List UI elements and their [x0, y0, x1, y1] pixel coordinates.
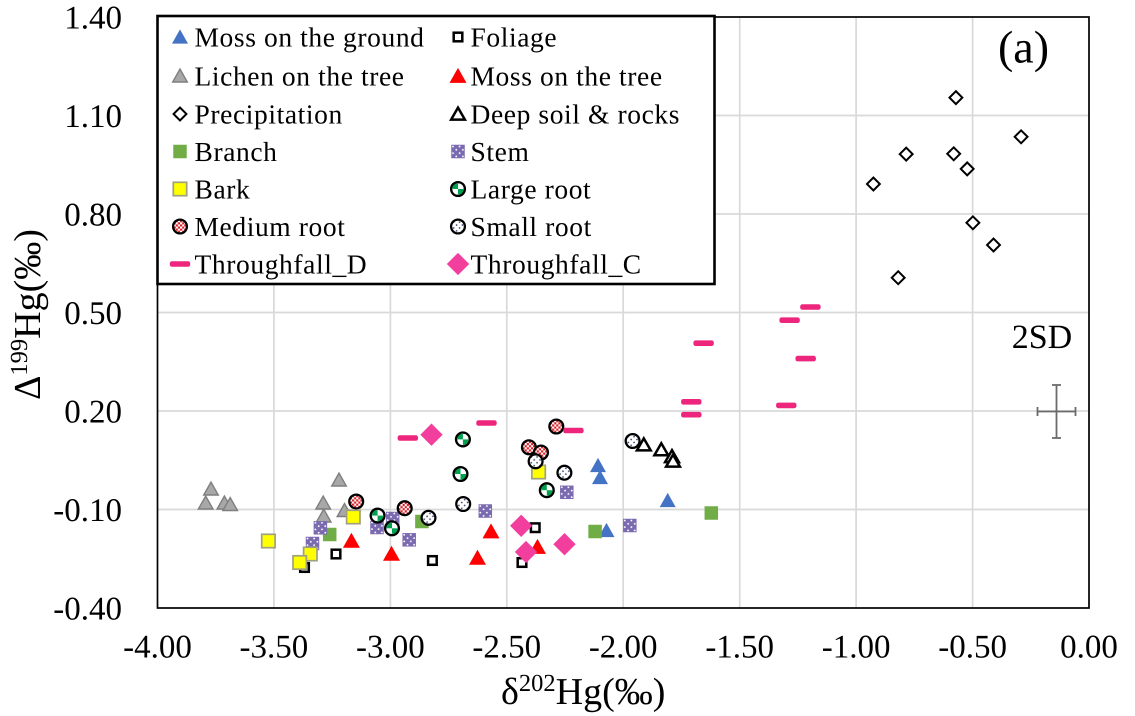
svg-text:-1.00: -1.00 [822, 630, 891, 666]
svg-text:Foliage: Foliage [471, 21, 558, 52]
svg-text:Bark: Bark [195, 173, 251, 204]
svg-text:Throughfall_D: Throughfall_D [195, 248, 368, 279]
svg-text:0.50: 0.50 [64, 296, 122, 332]
svg-text:-0.40: -0.40 [53, 592, 122, 628]
svg-text:Deep soil & rocks: Deep soil & rocks [471, 98, 681, 129]
svg-text:1.10: 1.10 [64, 99, 122, 135]
svg-text:2SD: 2SD [1012, 319, 1072, 356]
svg-text:Δ199Hg(‰): Δ199Hg(‰) [6, 229, 49, 400]
svg-text:-0.10: -0.10 [53, 493, 122, 529]
svg-text:Large root: Large root [471, 173, 592, 204]
svg-text:Moss on the tree: Moss on the tree [471, 60, 663, 91]
svg-text:Precipitation: Precipitation [195, 98, 343, 129]
svg-text:-3.00: -3.00 [356, 630, 425, 666]
svg-text:0.80: 0.80 [64, 198, 122, 234]
svg-text:Throughfall_C: Throughfall_C [471, 248, 642, 279]
svg-text:-3.50: -3.50 [240, 630, 309, 666]
svg-text:Moss on the ground: Moss on the ground [195, 21, 425, 52]
svg-text:-2.00: -2.00 [589, 630, 658, 666]
svg-text:1.40: 1.40 [64, 1, 122, 37]
svg-text:-1.50: -1.50 [705, 630, 774, 666]
svg-text:Medium root: Medium root [195, 211, 346, 242]
svg-text:(a): (a) [998, 22, 1049, 73]
svg-text:-2.50: -2.50 [472, 630, 541, 666]
svg-text:Stem: Stem [471, 136, 530, 167]
svg-text:-0.50: -0.50 [938, 630, 1007, 666]
svg-text:-4.00: -4.00 [123, 630, 192, 666]
svg-text:0.20: 0.20 [64, 395, 122, 431]
svg-text:Lichen on the tree: Lichen on the tree [195, 60, 405, 91]
svg-text:Small root: Small root [471, 211, 592, 242]
svg-text:0.00: 0.00 [1060, 630, 1118, 666]
svg-text:Branch: Branch [195, 136, 278, 167]
